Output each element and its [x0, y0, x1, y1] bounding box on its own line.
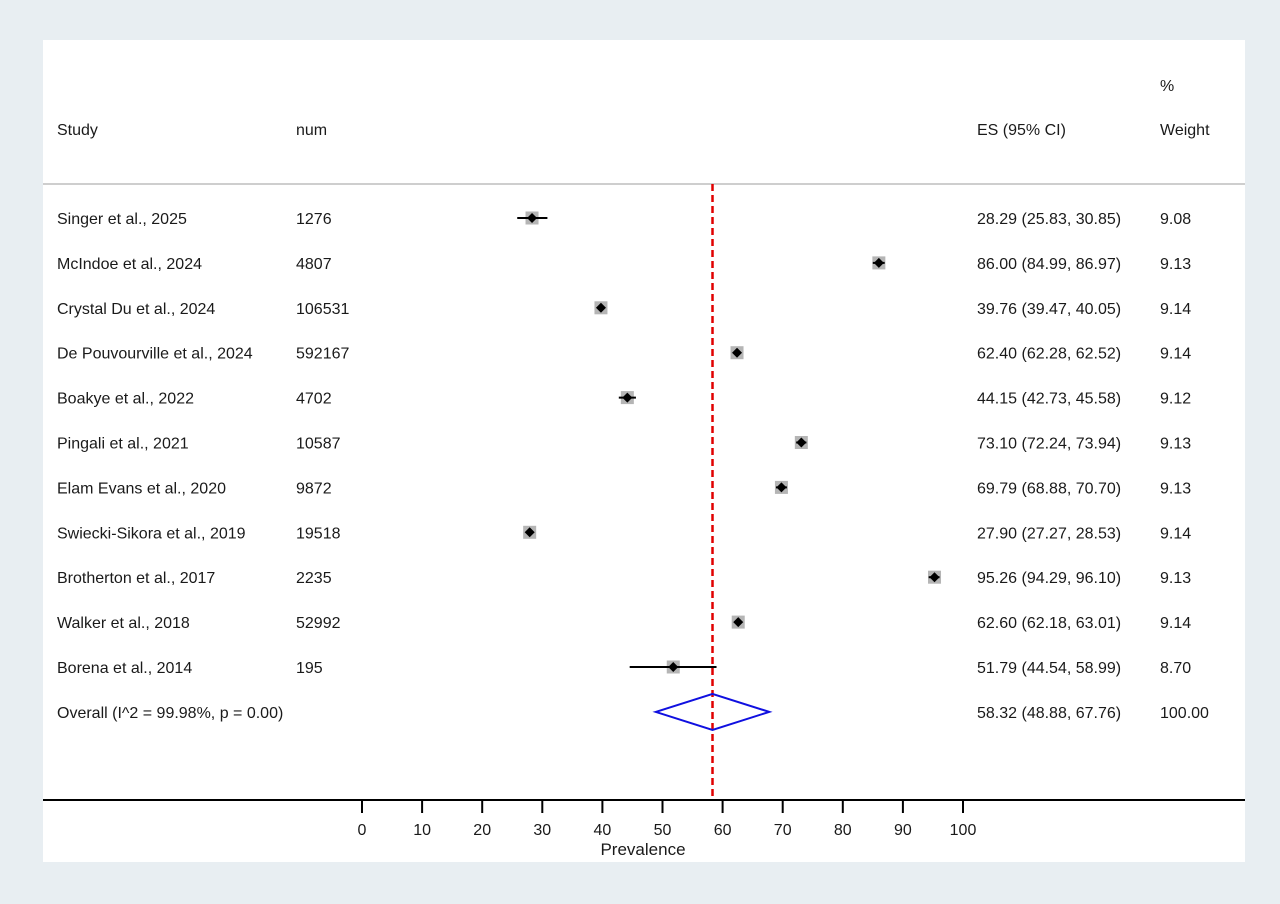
study-es-ci: 44.15 (42.73, 45.58) [977, 391, 1121, 408]
study-weight: 9.12 [1160, 391, 1191, 408]
x-tick-label: 80 [834, 822, 852, 839]
x-tick-label: 10 [413, 822, 431, 839]
study-es-ci: 27.90 (27.27, 28.53) [977, 525, 1121, 542]
x-tick-label: 20 [473, 822, 491, 839]
study-name: Elam Evans et al., 2020 [57, 480, 226, 497]
study-weight: 9.14 [1160, 615, 1191, 632]
study-es-ci: 28.29 (25.83, 30.85) [977, 211, 1121, 228]
study-weight: 9.08 [1160, 211, 1191, 228]
overall-diamond [652, 692, 773, 731]
study-point-marker [622, 392, 633, 403]
header-weight-percent: % [1160, 78, 1174, 95]
plot-panel [43, 40, 1245, 862]
study-weight: 9.14 [1160, 301, 1191, 318]
study-weight: 9.13 [1160, 480, 1191, 497]
study-es-ci: 95.26 (94.29, 96.10) [977, 570, 1121, 587]
study-name: Boakye et al., 2022 [57, 391, 194, 408]
study-num: 195 [296, 660, 323, 677]
column-headers: Study num ES (95% CI) % Weight [57, 78, 1210, 139]
study-num: 19518 [296, 525, 341, 542]
header-num: num [296, 122, 327, 139]
study-num: 52992 [296, 615, 341, 632]
header-weight: Weight [1160, 122, 1210, 139]
study-weight: 9.14 [1160, 346, 1191, 363]
study-point-marker [595, 302, 606, 313]
study-point-marker [733, 617, 744, 628]
study-name: Walker et al., 2018 [57, 615, 190, 632]
x-axis: 0 10 20 30 40 50 60 70 80 90 100 Prevalence [43, 799, 1245, 859]
study-num: 10587 [296, 436, 341, 453]
study-num: 2235 [296, 570, 332, 587]
study-es-ci: 62.60 (62.18, 63.01) [977, 615, 1121, 632]
study-point-marker [929, 572, 940, 583]
x-tick-label: 0 [358, 822, 367, 839]
study-weight: 9.14 [1160, 525, 1191, 542]
overall-es-ci: 58.32 (48.88, 67.76) [977, 705, 1121, 722]
study-weight: 8.70 [1160, 660, 1191, 677]
study-name: Singer et al., 2025 [57, 211, 187, 228]
study-name: Brotherton et al., 2017 [57, 570, 215, 587]
study-num: 9872 [296, 480, 332, 497]
study-point-marker [776, 482, 787, 493]
x-tick-label: 50 [654, 822, 672, 839]
study-name: Swiecki-Sikora et al., 2019 [57, 525, 246, 542]
study-es-ci: 39.76 (39.47, 40.05) [977, 301, 1121, 318]
study-name: Borena et al., 2014 [57, 660, 192, 677]
study-point-marker [668, 662, 679, 672]
study-num: 4807 [296, 256, 332, 273]
study-weight: 9.13 [1160, 256, 1191, 273]
header-es: ES (95% CI) [977, 122, 1066, 139]
study-weight: 9.13 [1160, 436, 1191, 453]
study-point-marker [796, 437, 807, 448]
study-point-marker [873, 257, 884, 268]
x-axis-ticks: 0 10 20 30 40 50 60 70 80 90 100 [358, 800, 977, 839]
study-num: 4702 [296, 391, 332, 408]
study-name: McIndoe et al., 2024 [57, 256, 202, 273]
study-name: De Pouvourville et al., 2024 [57, 346, 253, 363]
study-es-ci: 69.79 (68.88, 70.70) [977, 480, 1121, 497]
x-tick-label: 90 [894, 822, 912, 839]
study-name: Pingali et al., 2021 [57, 436, 189, 453]
plot-marks [517, 184, 942, 800]
x-tick-label: 30 [533, 822, 551, 839]
study-es-ci: 73.10 (72.24, 73.94) [977, 436, 1121, 453]
study-point-marker [732, 347, 743, 358]
study-es-ci: 51.79 (44.54, 58.99) [977, 660, 1121, 677]
study-rows: Singer et al., 2025 1276 28.29 (25.83, 30.… [57, 211, 1209, 722]
x-tick-label: 100 [950, 822, 977, 839]
study-num: 1276 [296, 211, 332, 228]
x-axis-title: Prevalence [600, 840, 685, 859]
study-es-ci: 86.00 (84.99, 86.97) [977, 256, 1121, 273]
overall-label: Overall (I^2 = 99.98%, p = 0.00) [57, 705, 283, 722]
x-tick-label: 40 [594, 822, 612, 839]
study-es-ci: 62.40 (62.28, 62.52) [977, 346, 1121, 363]
study-point-marker [524, 527, 535, 538]
x-tick-label: 70 [774, 822, 792, 839]
study-point-marker [527, 213, 538, 223]
study-num: 106531 [296, 301, 349, 318]
x-tick-label: 60 [714, 822, 732, 839]
study-name: Crystal Du et al., 2024 [57, 301, 215, 318]
study-num: 592167 [296, 346, 349, 363]
overall-weight: 100.00 [1160, 705, 1209, 722]
header-study: Study [57, 122, 98, 139]
study-weight: 9.13 [1160, 570, 1191, 587]
